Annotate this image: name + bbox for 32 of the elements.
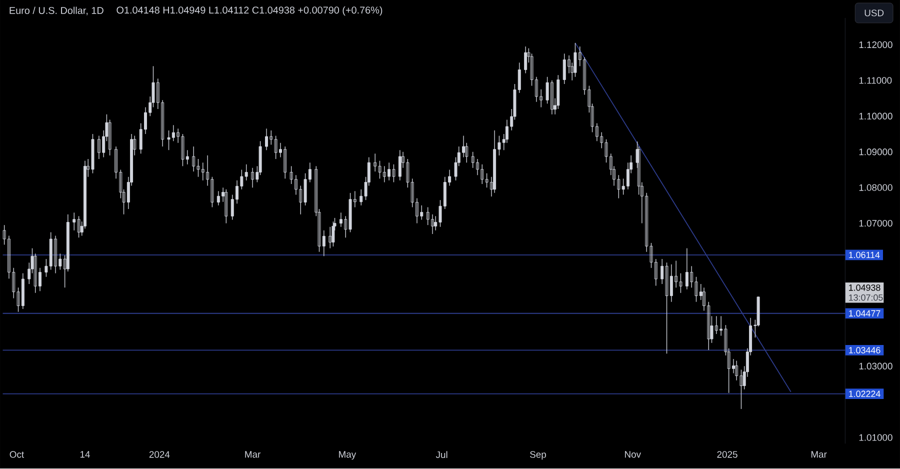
x-tick-label: Sep bbox=[530, 451, 546, 460]
ref-line-label: 1.04477 bbox=[849, 310, 880, 317]
x-tick-label: Mar bbox=[245, 451, 261, 458]
x-tick-label: 2025 bbox=[717, 451, 738, 458]
candlestick bbox=[398, 150, 402, 181]
ref-line-label: 1.06114 bbox=[849, 252, 880, 258]
x-tick-label: 2024 bbox=[149, 451, 170, 458]
y-tick-label: 1.12000 bbox=[859, 42, 892, 48]
y-tick-label: 1.03000 bbox=[859, 363, 892, 370]
candlestick bbox=[332, 221, 335, 248]
chart-title: Euro / U.S. Dollar, 1D bbox=[10, 6, 104, 16]
ref-line-label: 1.02224 bbox=[849, 390, 880, 398]
text: USD bbox=[864, 10, 884, 17]
x-tick-label: May bbox=[339, 451, 356, 460]
chart-subtitle: O1.04148 H1.04949 L1.04112 C1.04938 +0.00790 (+0.76%) bbox=[116, 6, 382, 16]
x-tick-label: Oct bbox=[10, 451, 24, 458]
y-tick-label: 1.01000 bbox=[859, 434, 892, 442]
y-tick-label: 1.07000 bbox=[859, 220, 892, 227]
y-tick-label: 1.10000 bbox=[859, 113, 892, 120]
x-tick-label: 14 bbox=[80, 451, 90, 458]
candlestick bbox=[328, 226, 332, 249]
x-tick-label: Nov bbox=[625, 451, 641, 458]
y-tick-label: 1.09000 bbox=[859, 148, 892, 156]
x-tick-label: Mar bbox=[811, 451, 827, 458]
candlestick bbox=[224, 189, 228, 224]
ref-line-label: 1.03446 bbox=[849, 347, 880, 354]
y-tick-label: 1.11000 bbox=[859, 77, 892, 84]
text: 1.04938 bbox=[849, 284, 880, 291]
y-tick-label: 1.08000 bbox=[859, 184, 892, 192]
text: 13:07:05 bbox=[849, 294, 883, 301]
x-tick-label: Jul bbox=[436, 451, 448, 458]
candlestick bbox=[524, 46, 528, 74]
